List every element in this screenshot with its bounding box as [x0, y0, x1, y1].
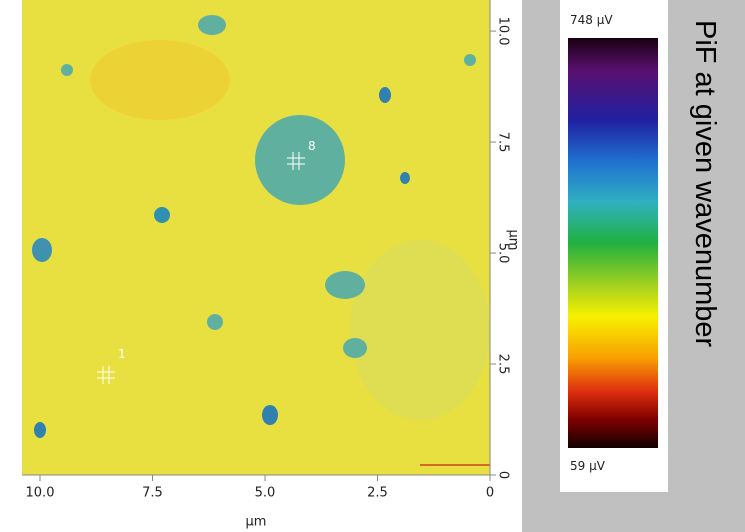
y-tick-label: 7.5	[496, 132, 511, 153]
chart: 1 8 µm µm 748 µV 59 µV PiF at given wave…	[0, 0, 745, 532]
colorbar-max: 748 µV	[570, 13, 613, 27]
x-tick-label: 2.5	[367, 486, 388, 501]
y-tick-label: 0	[496, 471, 511, 479]
annotation: 1	[118, 347, 126, 361]
image	[22, 0, 490, 475]
x-tick-label: 7.5	[142, 486, 163, 501]
colorbar	[568, 38, 658, 448]
y-tick-label: 10.0	[496, 17, 511, 46]
x-tick-label: 10.0	[26, 486, 55, 501]
colorbar-min: 59 µV	[570, 459, 606, 473]
y-tick-label: 2.5	[496, 354, 511, 375]
page: {"chart_data": {"type": "image-map", "si…	[0, 0, 745, 532]
side-title: PiF at given wavenumber	[689, 20, 721, 348]
y-tick-label: 5.0	[496, 243, 511, 264]
x-tick-label: 5.0	[255, 486, 276, 501]
x-axis-label: µm	[246, 515, 267, 530]
x-tick-label: 0	[486, 486, 494, 501]
annotation: 8	[308, 139, 316, 153]
